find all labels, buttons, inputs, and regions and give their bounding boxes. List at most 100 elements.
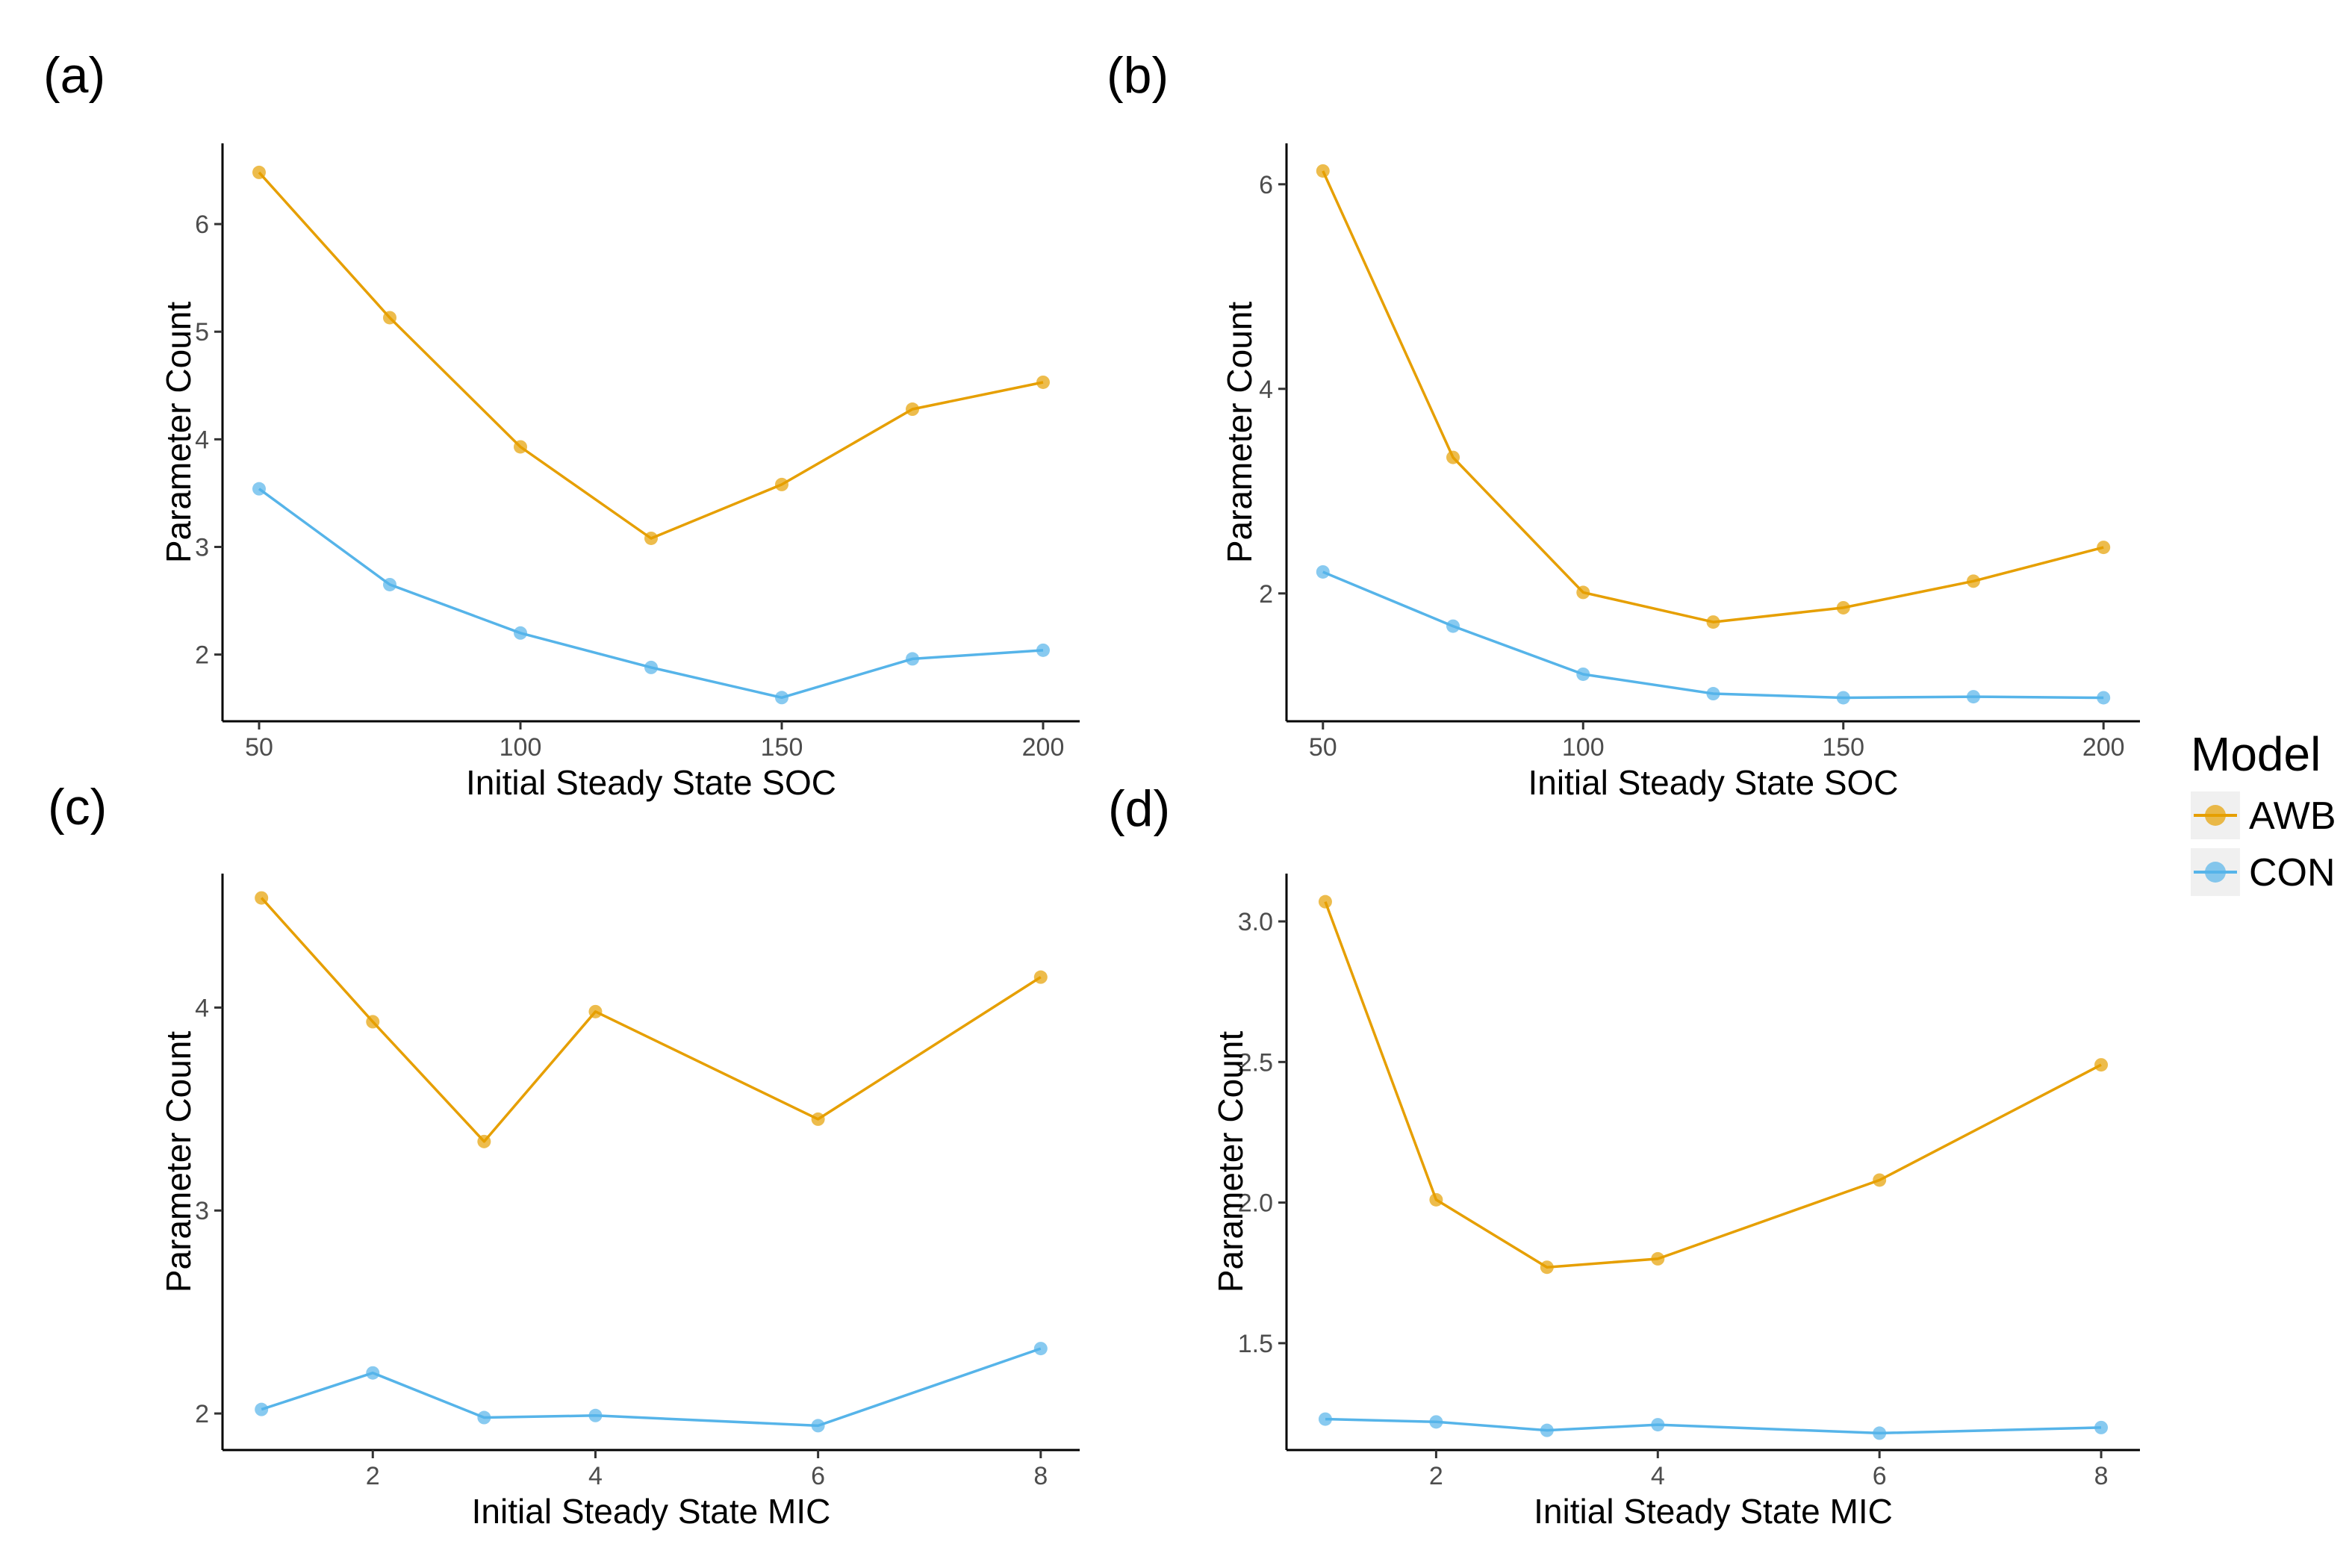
panel-a-point-awb [252, 165, 266, 179]
panel-d-point-con [1540, 1423, 1554, 1437]
panel-c-x-tick-label: 2 [366, 1462, 380, 1490]
panel-b-x-tick-label: 200 [2082, 733, 2125, 762]
legend-marker-awb [2205, 805, 2226, 826]
panel-a-label: (a) [43, 47, 105, 104]
panel-a-series-awb [252, 165, 1050, 545]
panel-d-point-awb [1873, 1173, 1887, 1187]
panel-a-point-awb [1036, 375, 1050, 389]
panel-d-label: (d) [1108, 780, 1170, 837]
panel-c-y-tick-label: 4 [195, 994, 209, 1022]
panel-d-line-con [1325, 1417, 2102, 1435]
panel-a-x-tick-label: 50 [245, 733, 273, 762]
legend-label-con: CON [2249, 851, 2336, 895]
panel-b-point-awb [1446, 450, 1460, 464]
panel-d-series-awb [1318, 895, 2109, 1275]
panel-a-point-awb [775, 477, 788, 491]
panel-b-point-awb [1316, 164, 1330, 178]
panel-b-point-awb [2097, 541, 2111, 555]
panel-b-x-tick-label: 50 [1309, 733, 1337, 762]
panel-b-y-tick-label: 4 [1259, 376, 1273, 404]
panel-a-y-tick-label: 6 [195, 211, 209, 239]
panel-b-y-axis-title: Parameter Count [1220, 302, 1259, 563]
panel-c-line-con [261, 1347, 1042, 1428]
panel-b-y-tick-label: 6 [1259, 171, 1273, 199]
panel-d-point-awb [1651, 1251, 1665, 1266]
panel-b-point-con [1966, 690, 1980, 704]
panel-c-line-awb [260, 897, 1042, 1143]
panel-b-line-awb [1322, 170, 2104, 623]
panel-a-point-con [514, 626, 527, 640]
panel-b-point-awb [1706, 615, 1720, 629]
panel-d-point-awb [1318, 895, 1332, 909]
panel-d: (d) 2 4 6 8 1.5 2.0 2.5 3.0 Initial Steady State … [1108, 780, 2140, 1531]
panel-a-x-tick-label: 100 [500, 733, 542, 762]
panel-d-x-tick-label: 6 [1873, 1462, 1887, 1490]
panel-a-point-awb [383, 311, 396, 325]
panel-b-x-tick-label: 150 [1822, 733, 1864, 762]
legend-marker-con [2205, 862, 2226, 883]
panel-d-y-tick-label: 2.5 [1238, 1048, 1273, 1077]
panel-d-x-tick-label: 2 [1429, 1462, 1443, 1490]
legend-label-awb: AWB [2249, 794, 2336, 838]
panel-b-point-con [1316, 564, 1330, 579]
panel-a-y-tick-label: 5 [195, 318, 209, 346]
panel-d-point-con [1651, 1418, 1665, 1432]
panel-c-point-awb [588, 1004, 603, 1018]
panel-a-line-awb [258, 171, 1044, 540]
panel-d-point-con [1318, 1412, 1332, 1426]
panel-a-point-con [906, 652, 919, 666]
panel-b-point-awb [1576, 585, 1590, 600]
panel-a-y-tick-label: 3 [195, 534, 209, 562]
panel-d-x-axis-title: Initial Steady State MIC [1534, 1492, 1893, 1531]
panel-d-point-awb [2094, 1058, 2109, 1072]
panel-d-line-awb [1324, 901, 2102, 1269]
panel-b-point-con [2097, 691, 2111, 705]
panel-d-y-tick-label: 3.0 [1238, 908, 1273, 936]
panel-c-x-tick-label: 8 [1033, 1462, 1048, 1490]
panel-a: (a) 50 100 150 200 2 3 4 5 6 Initial Steady State … [43, 47, 1080, 802]
panel-a-x-tick-label: 150 [761, 733, 803, 762]
panel-d-series-con [1318, 1412, 2109, 1440]
panel-b-series-awb [1316, 164, 2111, 629]
panel-a-point-con [1036, 643, 1050, 657]
panel-c-point-con [366, 1366, 380, 1380]
panel-c-series-con [255, 1342, 1048, 1433]
panel-c-series-awb [255, 891, 1048, 1148]
panel-c-point-awb [366, 1015, 380, 1029]
panel-d-point-con [1873, 1426, 1887, 1440]
panel-c-x-tick-label: 4 [588, 1462, 603, 1490]
panel-b-line-con [1322, 570, 2104, 700]
panel-c-point-con [255, 1402, 269, 1416]
panel-c-y-tick-label: 2 [195, 1400, 209, 1428]
panel-b-point-awb [1966, 574, 1980, 588]
panel-a-point-con [644, 660, 658, 674]
panel-c-point-awb [1033, 970, 1048, 984]
panel-b-point-con [1836, 691, 1850, 705]
panel-b: (b) 50 100 150 200 2 4 6 Initial Steady State SO… [1107, 47, 2140, 802]
panel-b-x-tick-label: 100 [1562, 733, 1605, 762]
panel-c-label: (c) [48, 779, 107, 836]
panel-a-point-con [383, 577, 396, 591]
panel-d-point-con [2094, 1420, 2109, 1434]
panel-a-x-tick-label: 200 [1022, 733, 1065, 762]
panel-a-point-con [775, 691, 788, 705]
panel-b-point-con [1706, 687, 1720, 701]
panel-d-y-tick-label: 1.5 [1238, 1330, 1273, 1358]
panel-a-point-awb [906, 402, 919, 417]
panel-c-point-con [1033, 1342, 1048, 1356]
panel-c-point-con [588, 1408, 603, 1422]
panel-d-y-tick-label: 2.0 [1238, 1189, 1273, 1218]
panel-b-y-tick-label: 2 [1259, 580, 1273, 609]
panel-d-point-awb [1429, 1192, 1443, 1207]
panel-c-x-axis-title: Initial Steady State MIC [472, 1492, 831, 1531]
panel-a-y-tick-label: 2 [195, 641, 209, 670]
panel-a-y-tick-label: 4 [195, 426, 209, 454]
panel-a-point-awb [514, 440, 527, 454]
panel-c-point-awb [255, 891, 269, 905]
panel-b-point-con [1576, 667, 1590, 681]
legend: Model AWB CON [2191, 727, 2336, 896]
panel-a-point-con [252, 482, 266, 496]
